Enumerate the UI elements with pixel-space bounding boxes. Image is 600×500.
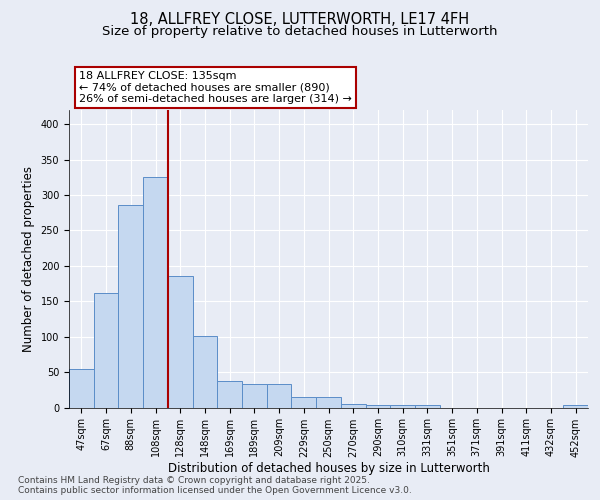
Bar: [267, 384, 292, 407]
Bar: [143, 178, 168, 408]
X-axis label: Distribution of detached houses by size in Lutterworth: Distribution of detached houses by size …: [167, 462, 490, 475]
Text: 18 ALLFREY CLOSE: 135sqm
← 74% of detached houses are smaller (890)
26% of semi-: 18 ALLFREY CLOSE: 135sqm ← 74% of detach…: [79, 71, 352, 104]
Bar: [94, 292, 118, 408]
Text: Contains HM Land Registry data © Crown copyright and database right 2025.
Contai: Contains HM Land Registry data © Crown c…: [18, 476, 412, 495]
Text: 18, ALLFREY CLOSE, LUTTERWORTH, LE17 4FH: 18, ALLFREY CLOSE, LUTTERWORTH, LE17 4FH: [130, 12, 470, 28]
Bar: [563, 406, 588, 407]
Bar: [292, 397, 316, 407]
Bar: [390, 404, 415, 407]
Bar: [118, 205, 143, 408]
Bar: [415, 404, 440, 407]
Bar: [365, 406, 390, 407]
Bar: [168, 276, 193, 407]
Text: Size of property relative to detached houses in Lutterworth: Size of property relative to detached ho…: [102, 25, 498, 38]
Bar: [69, 368, 94, 408]
Bar: [217, 380, 242, 407]
Bar: [341, 404, 365, 407]
Bar: [242, 384, 267, 407]
Bar: [316, 397, 341, 407]
Bar: [193, 336, 217, 407]
Y-axis label: Number of detached properties: Number of detached properties: [22, 166, 35, 352]
